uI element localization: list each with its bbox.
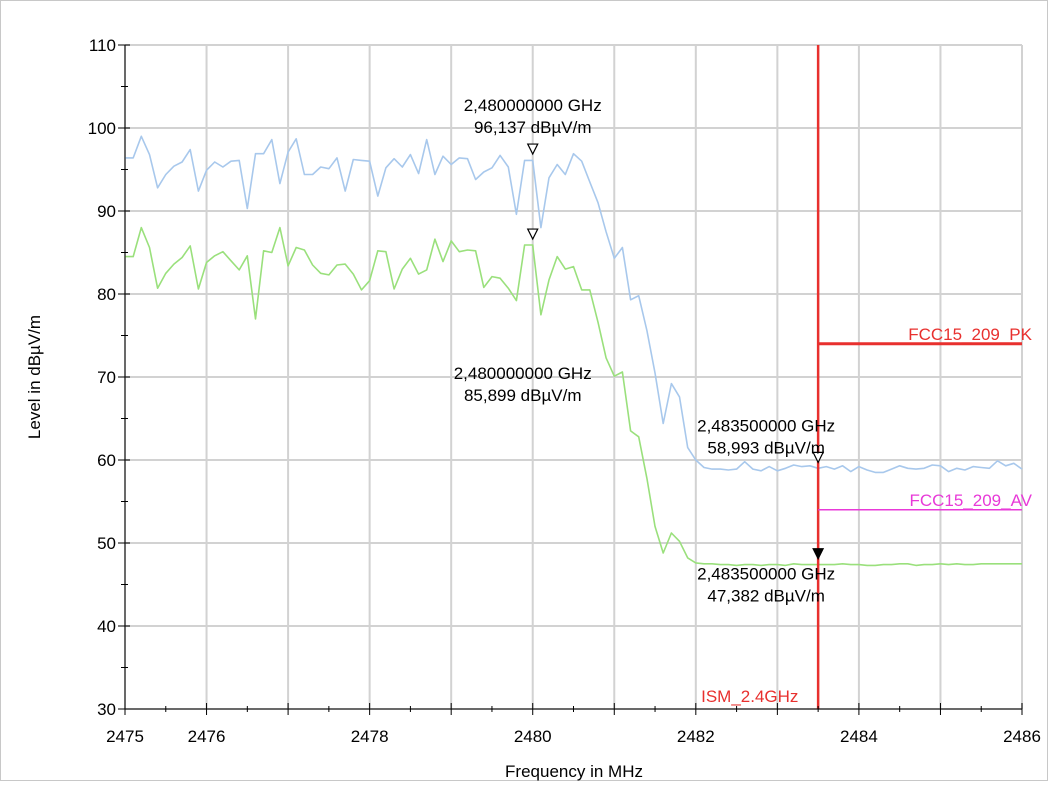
x-tick-label: 2478 — [351, 727, 389, 746]
y-tick-label: 60 — [97, 451, 116, 470]
marker-frequency-label: 2,483500000 GHz — [697, 565, 835, 584]
y-tick-label: 110 — [89, 36, 116, 55]
series-layer — [125, 135, 1023, 567]
limit-lines: ISM_2.4GHz FCC15_209_PK FCC15_209_AV — [701, 45, 1033, 709]
limit-line-label: FCC15_209_AV — [909, 491, 1032, 510]
x-tick-label: 2484 — [840, 727, 878, 746]
x-tick-label: 2475 — [106, 727, 144, 746]
marker-level-label: 85,899 dBµV/m — [464, 386, 582, 405]
marker-frequency-label: 2,480000000 GHz — [464, 96, 602, 115]
marker-level-label: 58,993 dBµV/m — [707, 438, 825, 457]
marker-frequency-label: 2,483500000 GHz — [697, 416, 835, 435]
markers: 2,480000000 GHz 96,137 dBµV/m 2,480000000 … — [454, 96, 835, 606]
marker-triangle — [812, 548, 825, 561]
marker-frequency-label: 2,480000000 GHz — [454, 364, 592, 383]
x-tick-label: 2476 — [188, 727, 226, 746]
y-axis-label: Level in dBµV/m — [25, 315, 44, 439]
x-tick-label: 2482 — [677, 727, 715, 746]
marker-triangle — [812, 451, 825, 464]
x-tick-label: 2480 — [514, 727, 552, 746]
x-axis-label: Frequency in MHz — [505, 762, 643, 781]
marker-triangle — [526, 228, 539, 241]
y-tick-label: 100 — [88, 119, 116, 138]
y-tick-label: 50 — [97, 534, 116, 553]
ism-line-label: ISM_2.4GHz — [701, 687, 798, 706]
limit-line-label: FCC15_209_PK — [908, 325, 1032, 344]
series-line-1 — [125, 226, 1022, 567]
y-tick-label: 30 — [97, 700, 116, 719]
y-tick-label: 80 — [97, 285, 116, 304]
x-tick-label: 2486 — [1003, 727, 1041, 746]
marker-level-label: 96,137 dBµV/m — [474, 118, 592, 137]
marker-triangle — [526, 143, 539, 156]
marker-level-label: 47,382 dBµV/m — [707, 587, 825, 606]
y-tick-label: 90 — [97, 202, 116, 221]
y-tick-label: 70 — [97, 368, 116, 387]
axes: 30 40 50 60 70 80 90 100 110 2475 2476 2478 2480 2482… — [88, 36, 1041, 746]
y-tick-label: 40 — [97, 617, 116, 636]
series-line-0 — [125, 135, 1023, 474]
